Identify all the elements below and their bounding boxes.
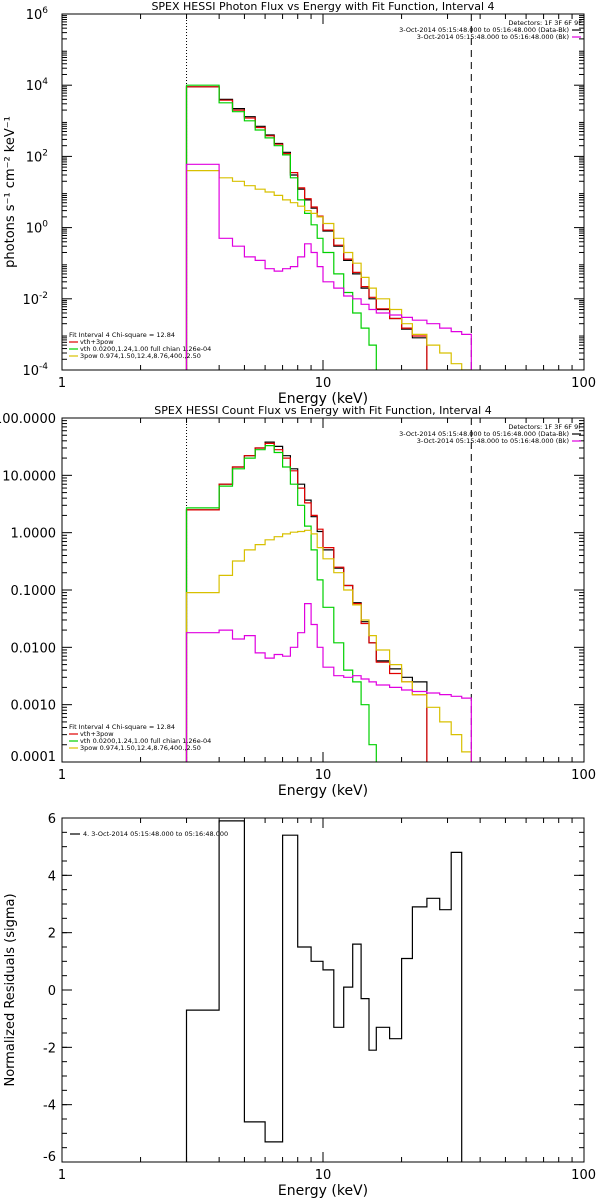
chart-panel-3: 1 10 100 -6 -4 -2 0 2 4 6 Energy (keV) Normalized R… <box>3 812 596 1199</box>
series-residuals <box>185 820 463 1162</box>
x-tick-label: 100 <box>571 1168 596 1183</box>
x-tick-label: 1 <box>58 1168 66 1183</box>
x-axis-label: Energy (keV) <box>278 783 368 799</box>
legend-entry: vth+3pow <box>80 338 114 346</box>
series-vth <box>185 84 377 370</box>
x-tick-label: 10 <box>315 1168 332 1183</box>
plot-frame <box>61 417 585 763</box>
legend-entry: 3-Oct-2014 05:15:48.000 to 05:16:48.000 … <box>399 430 569 438</box>
y-tick-label: -4 <box>43 1099 56 1114</box>
y-tick-label: -6 <box>43 1150 56 1165</box>
legend-header: Detectors: 1F 3F 6F 9F <box>508 19 582 27</box>
x-tick-label: 100 <box>571 768 596 783</box>
legend-header: Detectors: 1F 3F 6F 9F <box>508 423 582 431</box>
y-tick-label: 6 <box>48 812 56 827</box>
x-axis-label: Energy (keV) <box>278 1183 368 1199</box>
series-vth-3pow <box>185 86 428 370</box>
series-3pow <box>185 170 472 370</box>
series-bk <box>185 603 472 762</box>
y-tick-label: 10.0000 <box>2 469 56 484</box>
chart-panel-1: SPEX HESSI Photon Flux vs Energy with Fi… <box>3 0 596 407</box>
x-tick-label: 100 <box>571 376 596 391</box>
x-axis-label: Energy (keV) <box>278 391 368 407</box>
chart-panel-2: SPEX HESSI Count Flux vs Energy with Fit… <box>0 404 596 799</box>
y-tick-label: 4 <box>48 869 56 884</box>
plot-frame <box>61 13 585 371</box>
y-axis-label: Normalized Residuals (sigma) <box>3 893 18 1086</box>
legend-entry: 3-Oct-2014 05:15:48.000 to 05:16:48.000 … <box>417 437 569 445</box>
y-tick-label: 10-4 <box>22 362 48 379</box>
legend-entry: vth 0.0200,1.24,1.00 full chian 1.26e-04 <box>80 737 211 745</box>
y-tick-label: 100 <box>26 220 49 237</box>
y-tick-label: 1.0000 <box>11 527 57 542</box>
series-bk <box>185 163 472 370</box>
legend-entry: 3-Oct-2014 05:15:48.000 to 05:16:48.000 … <box>399 26 569 34</box>
series-data-bk <box>185 441 428 762</box>
chart-title: SPEX HESSI Count Flux vs Energy with Fit… <box>154 404 491 417</box>
plot-frame <box>61 817 585 1163</box>
x-tick-label: 1 <box>58 376 66 391</box>
x-tick-label: 10 <box>315 376 332 391</box>
series-3pow <box>185 529 472 762</box>
y-tick-label: 106 <box>26 6 49 23</box>
legend-entry: 3pow 0.974,1.50,12.4,8.76,400.,2.50 <box>80 744 201 752</box>
x-tick-label: 10 <box>315 768 332 783</box>
y-tick-label: 0.0100 <box>11 641 57 656</box>
legend-entry: 3pow 0.974,1.50,12.4,8.76,400.,2.50 <box>80 352 201 360</box>
y-tick-label: -2 <box>43 1041 56 1056</box>
y-axis-label: photons s⁻¹ cm⁻² keV⁻¹ <box>3 116 18 268</box>
y-tick-label: 10-2 <box>22 291 48 308</box>
y-tick-label: 104 <box>26 77 49 94</box>
series-vth <box>185 445 377 762</box>
legend-header: Fit Interval 4 Chi-square = 12.84 <box>69 331 175 339</box>
legend-header: Fit Interval 4 Chi-square = 12.84 <box>69 723 175 731</box>
legend-entry: 3-Oct-2014 05:15:48.000 to 05:16:48.000 … <box>417 33 569 41</box>
legend-entry: 4. 3-Oct-2014 05:15:48.000 to 05:16:48.0… <box>83 830 228 838</box>
legend-entry: vth+3pow <box>80 730 114 738</box>
y-tick-label: 102 <box>26 148 48 165</box>
y-tick-label: 0 <box>48 984 56 999</box>
y-tick-label: 0.0010 <box>11 699 57 714</box>
series-vth-3pow <box>185 442 428 762</box>
x-tick-label: 1 <box>58 768 66 783</box>
y-tick-label: 100.0000 <box>0 412 56 427</box>
legend-entry: vth 0.0200,1.24,1.00 full chian 1.26e-04 <box>80 345 211 353</box>
chart-title: SPEX HESSI Photon Flux vs Energy with Fi… <box>151 0 494 13</box>
series-data-bk <box>185 86 428 370</box>
y-tick-label: 0.1000 <box>11 584 57 599</box>
y-tick-label: 0.0001 <box>11 750 57 765</box>
y-tick-label: 2 <box>48 927 56 942</box>
